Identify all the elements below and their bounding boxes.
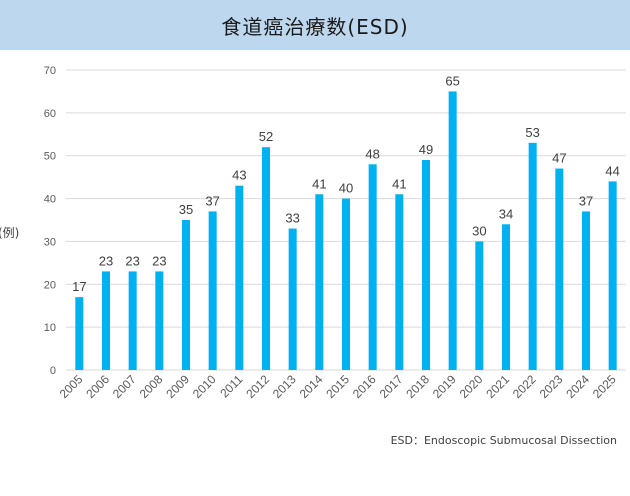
bar-2014: [315, 194, 324, 370]
x-axis-ticks: 2005200620072008200920102011201220132014…: [57, 372, 619, 401]
data-label: 41: [312, 176, 326, 191]
x-tick-label: 2019: [430, 372, 459, 401]
data-label: 17: [72, 279, 86, 294]
data-label: 65: [445, 73, 459, 88]
x-tick-label: 2011: [217, 372, 245, 400]
y-tick-label: 40: [44, 194, 56, 206]
y-axis-ticks: 0 10 20 30 40 50 60 70: [44, 65, 56, 377]
bars: [75, 91, 617, 370]
y-tick-label: 70: [44, 65, 56, 77]
bar-2020: [475, 241, 484, 370]
bar-chart: 0 10 20 30 40 50 60 70 (例) 17 23 23 23 35 37 43 52 33 41…: [0, 65, 626, 447]
x-tick-label: 2012: [243, 372, 272, 401]
data-label: 40: [339, 181, 353, 196]
bar-2008: [155, 271, 164, 370]
x-tick-label: 2020: [457, 372, 486, 401]
data-label: 35: [179, 202, 193, 217]
data-labels: 17 23 23 23 35 37 43 52 33 41 40 48 41 49 65 30 34 53 47 37…: [72, 73, 620, 294]
x-tick-label: 2023: [537, 372, 566, 401]
data-label: 52: [259, 129, 273, 144]
data-label: 34: [499, 206, 513, 221]
x-tick-label: 2015: [323, 372, 352, 401]
data-label: 23: [125, 253, 139, 268]
data-label: 37: [205, 193, 219, 208]
y-tick-label: 20: [44, 279, 56, 291]
data-label: 23: [152, 253, 166, 268]
x-tick-label: 2013: [270, 372, 299, 401]
bar-2016: [368, 164, 377, 370]
data-label: 44: [605, 163, 619, 178]
chart-title: 食道癌治療数(ESD): [221, 14, 409, 39]
x-tick-label: 2005: [57, 372, 86, 401]
data-label: 37: [579, 193, 593, 208]
y-tick-label: 0: [50, 365, 56, 377]
data-label: 23: [99, 253, 113, 268]
bar-2009: [182, 220, 190, 370]
x-tick-label: 2021: [483, 372, 512, 401]
x-tick-label: 2008: [137, 372, 166, 401]
x-tick-label: 2009: [163, 372, 192, 401]
footnote: ESD：Endoscopic Submucosal Dissection: [391, 434, 617, 447]
chart-title-bar: 食道癌治療数(ESD): [0, 0, 630, 50]
bar-2021: [502, 224, 510, 370]
y-tick-label: 30: [44, 236, 56, 248]
y-tick-label: 50: [44, 151, 56, 163]
data-label: 33: [285, 211, 299, 226]
data-label: 41: [392, 176, 406, 191]
bar-2013: [288, 228, 297, 370]
bar-2006: [102, 271, 110, 370]
bar-2007: [128, 271, 137, 370]
x-tick-label: 2006: [83, 372, 112, 401]
y-tick-label: 10: [44, 322, 56, 334]
bar-2018: [422, 160, 430, 370]
bar-2022: [528, 142, 537, 370]
x-tick-label: 2024: [563, 372, 592, 401]
x-tick-label: 2010: [190, 372, 219, 401]
bar-2011: [235, 185, 244, 370]
data-label: 43: [232, 168, 246, 183]
bar-2025: [608, 181, 617, 370]
data-label: 49: [419, 142, 433, 157]
bar-2023: [555, 168, 564, 370]
bar-2024: [582, 211, 590, 370]
data-label: 53: [525, 125, 539, 140]
bar-2012: [262, 147, 270, 370]
bar-2015: [342, 198, 350, 370]
bar-2005: [75, 297, 84, 370]
x-tick-label: 2022: [510, 372, 539, 401]
bar-2017: [395, 194, 404, 370]
y-axis-unit-label: (例): [0, 226, 19, 240]
x-tick-label: 2016: [350, 372, 379, 401]
data-label: 48: [365, 146, 379, 161]
x-tick-label: 2025: [590, 372, 619, 401]
x-tick-label: 2007: [110, 372, 139, 401]
chart-area: 0 10 20 30 40 50 60 70 (例) 17 23 23 23 35 37 43 52 33 41…: [0, 50, 630, 496]
y-tick-label: 60: [44, 108, 56, 120]
x-tick-label: 2017: [377, 372, 406, 401]
bar-2019: [448, 91, 457, 370]
x-tick-label: 2014: [297, 372, 326, 401]
data-label: 47: [552, 151, 566, 166]
data-label: 30: [472, 223, 486, 238]
x-tick-label: 2018: [403, 372, 432, 401]
bar-2010: [208, 211, 217, 370]
